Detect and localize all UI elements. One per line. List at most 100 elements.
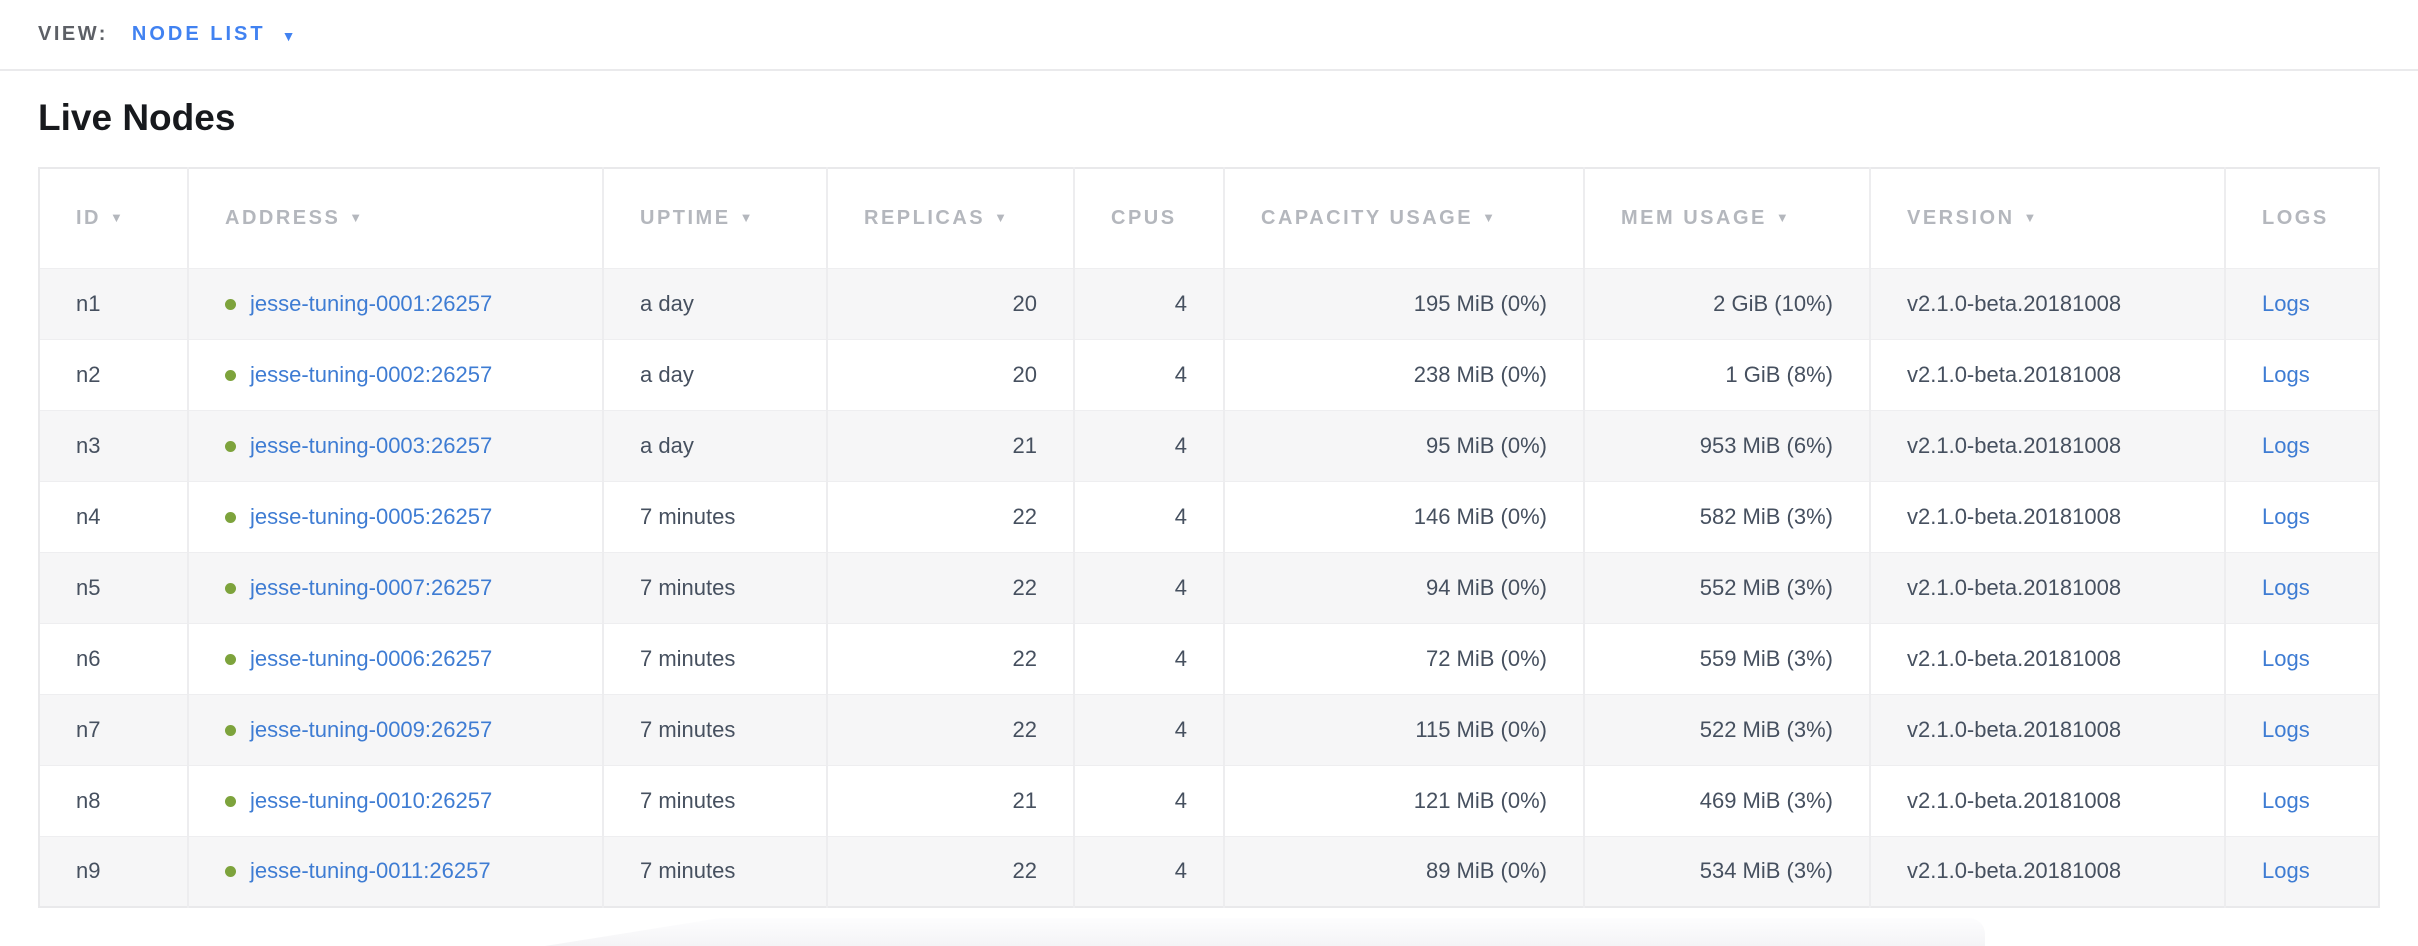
cell-uptime: 7 minutes xyxy=(602,622,827,694)
sort-desc-icon: ▼ xyxy=(1775,209,1792,225)
cell-capacity: 95 MiB (0%) xyxy=(1223,409,1584,481)
column-header-label: CPUS xyxy=(1111,206,1177,229)
cell-replicas: 20 xyxy=(826,338,1074,410)
cell-capacity: 121 MiB (0%) xyxy=(1223,764,1584,836)
node-table-row: n3 jesse-tuning-0003:26257 a day 21 4 95 MiB … xyxy=(39,409,2379,481)
node-address-link[interactable]: jesse-tuning-0002:26257 xyxy=(250,361,493,387)
cell-address: jesse-tuning-0009:26257 xyxy=(187,693,603,765)
node-logs-link[interactable]: Logs xyxy=(2262,290,2310,316)
node-address-link[interactable]: jesse-tuning-0010:26257 xyxy=(250,787,493,813)
node-live-status-dot-icon xyxy=(225,866,236,878)
column-header-id[interactable]: ID ▼ xyxy=(39,168,188,268)
cell-id: n6 xyxy=(39,622,188,694)
column-header-address[interactable]: ADDRESS ▼ xyxy=(187,168,603,268)
node-logs-link[interactable]: Logs xyxy=(2262,716,2310,742)
cell-cpus: 4 xyxy=(1073,764,1224,836)
cell-version: v2.1.0-beta.20181008 xyxy=(1869,409,2225,481)
cell-cpus: 4 xyxy=(1073,693,1224,765)
cell-uptime: 7 minutes xyxy=(602,480,827,552)
column-header-label: ADDRESS xyxy=(225,206,341,229)
node-address-link[interactable]: jesse-tuning-0007:26257 xyxy=(250,574,493,600)
node-logs-link[interactable]: Logs xyxy=(2262,645,2310,671)
node-live-status-dot-icon xyxy=(225,795,236,807)
table-header-row: ID ▼ ADDRESS ▼ UPTIME ▼ REPLICAS ▼ CPUS CAPACITY … xyxy=(39,168,2379,268)
cell-cpus: 4 xyxy=(1073,551,1224,623)
column-header-replicas[interactable]: REPLICAS ▼ xyxy=(826,168,1074,268)
cell-mem: 559 MiB (3%) xyxy=(1583,622,1870,694)
cell-address: jesse-tuning-0002:26257 xyxy=(187,338,603,410)
live-nodes-table: ID ▼ ADDRESS ▼ UPTIME ▼ REPLICAS ▼ CPUS CAPACITY … xyxy=(38,167,2380,908)
node-address-link[interactable]: jesse-tuning-0003:26257 xyxy=(250,432,493,458)
cell-id: n2 xyxy=(39,338,188,410)
node-address-link[interactable]: jesse-tuning-0001:26257 xyxy=(250,290,493,316)
column-header-uptime[interactable]: UPTIME ▼ xyxy=(602,168,827,268)
cell-uptime: 7 minutes xyxy=(602,764,827,836)
view-selected-value: NODE LIST xyxy=(131,23,266,45)
node-table-row: n7 jesse-tuning-0009:26257 7 minutes 22 4 115… xyxy=(39,693,2379,765)
column-header-label: REPLICAS xyxy=(864,206,986,229)
cell-logs: Logs xyxy=(2224,338,2379,410)
cell-mem: 2 GiB (10%) xyxy=(1583,267,1870,339)
node-address-link[interactable]: jesse-tuning-0005:26257 xyxy=(250,503,493,529)
cell-address: jesse-tuning-0007:26257 xyxy=(187,551,603,623)
view-selector-dropdown[interactable]: NODE LIST ▼ xyxy=(132,23,299,46)
cell-address: jesse-tuning-0003:26257 xyxy=(187,409,603,481)
node-logs-link[interactable]: Logs xyxy=(2262,361,2310,387)
cell-capacity: 115 MiB (0%) xyxy=(1223,693,1584,765)
cell-version: v2.1.0-beta.20181008 xyxy=(1869,551,2225,623)
cell-logs: Logs xyxy=(2224,480,2379,552)
sort-desc-icon: ▼ xyxy=(1482,209,1498,225)
cell-cpus: 4 xyxy=(1073,480,1224,552)
column-header-logs: LOGS xyxy=(2224,168,2379,268)
cell-capacity: 195 MiB (0%) xyxy=(1223,267,1584,339)
cell-logs: Logs xyxy=(2224,835,2379,907)
cell-mem: 522 MiB (3%) xyxy=(1583,693,1870,765)
column-header-label: UPTIME xyxy=(640,206,731,229)
node-live-status-dot-icon xyxy=(225,440,236,452)
node-logs-link[interactable]: Logs xyxy=(2262,858,2310,884)
cell-logs: Logs xyxy=(2224,693,2379,765)
column-header-mem[interactable]: MEM USAGE ▼ xyxy=(1583,168,1870,268)
cell-mem: 469 MiB (3%) xyxy=(1583,764,1870,836)
cell-logs: Logs xyxy=(2224,764,2379,836)
cell-replicas: 22 xyxy=(826,693,1074,765)
node-logs-link[interactable]: Logs xyxy=(2262,787,2310,813)
cell-address: jesse-tuning-0005:26257 xyxy=(187,480,603,552)
node-table-row: n5 jesse-tuning-0007:26257 7 minutes 22 4 94 … xyxy=(39,551,2379,623)
cell-cpus: 4 xyxy=(1073,267,1224,339)
cell-version: v2.1.0-beta.20181008 xyxy=(1869,835,2225,907)
cell-replicas: 22 xyxy=(826,835,1074,907)
cell-id: n8 xyxy=(39,764,188,836)
column-header-label: MEM USAGE xyxy=(1621,206,1767,229)
sort-desc-icon: ▼ xyxy=(349,209,365,225)
cell-id: n1 xyxy=(39,267,188,339)
cell-address: jesse-tuning-0011:26257 xyxy=(187,835,603,907)
cell-cpus: 4 xyxy=(1073,622,1224,694)
column-header-version[interactable]: VERSION ▼ xyxy=(1869,168,2225,268)
cell-uptime: 7 minutes xyxy=(602,693,827,765)
cell-replicas: 22 xyxy=(826,480,1074,552)
column-header-capacity[interactable]: CAPACITY USAGE ▼ xyxy=(1223,168,1584,268)
node-live-status-dot-icon xyxy=(225,653,236,665)
node-logs-link[interactable]: Logs xyxy=(2262,503,2310,529)
cell-mem: 953 MiB (6%) xyxy=(1583,409,1870,481)
column-header-label: VERSION xyxy=(1907,206,2015,229)
cell-id: n9 xyxy=(39,835,188,907)
cell-replicas: 21 xyxy=(826,409,1074,481)
page-title: Live Nodes xyxy=(38,97,236,138)
cell-address: jesse-tuning-0010:26257 xyxy=(187,764,603,836)
node-table-row: n6 jesse-tuning-0006:26257 7 minutes 22 4 72 … xyxy=(39,622,2379,694)
node-logs-link[interactable]: Logs xyxy=(2262,432,2310,458)
cell-mem: 534 MiB (3%) xyxy=(1583,835,1870,907)
node-logs-link[interactable]: Logs xyxy=(2262,574,2310,600)
cell-replicas: 22 xyxy=(826,551,1074,623)
cell-capacity: 72 MiB (0%) xyxy=(1223,622,1584,694)
column-header-label: LOGS xyxy=(2262,206,2329,229)
cell-id: n5 xyxy=(39,551,188,623)
column-header-label: CAPACITY USAGE xyxy=(1261,206,1474,229)
node-address-link[interactable]: jesse-tuning-0009:26257 xyxy=(250,716,493,742)
node-address-link[interactable]: jesse-tuning-0011:26257 xyxy=(250,858,491,884)
node-address-link[interactable]: jesse-tuning-0006:26257 xyxy=(250,645,493,671)
node-live-status-dot-icon xyxy=(225,298,236,310)
scroll-shadow xyxy=(545,918,1985,946)
